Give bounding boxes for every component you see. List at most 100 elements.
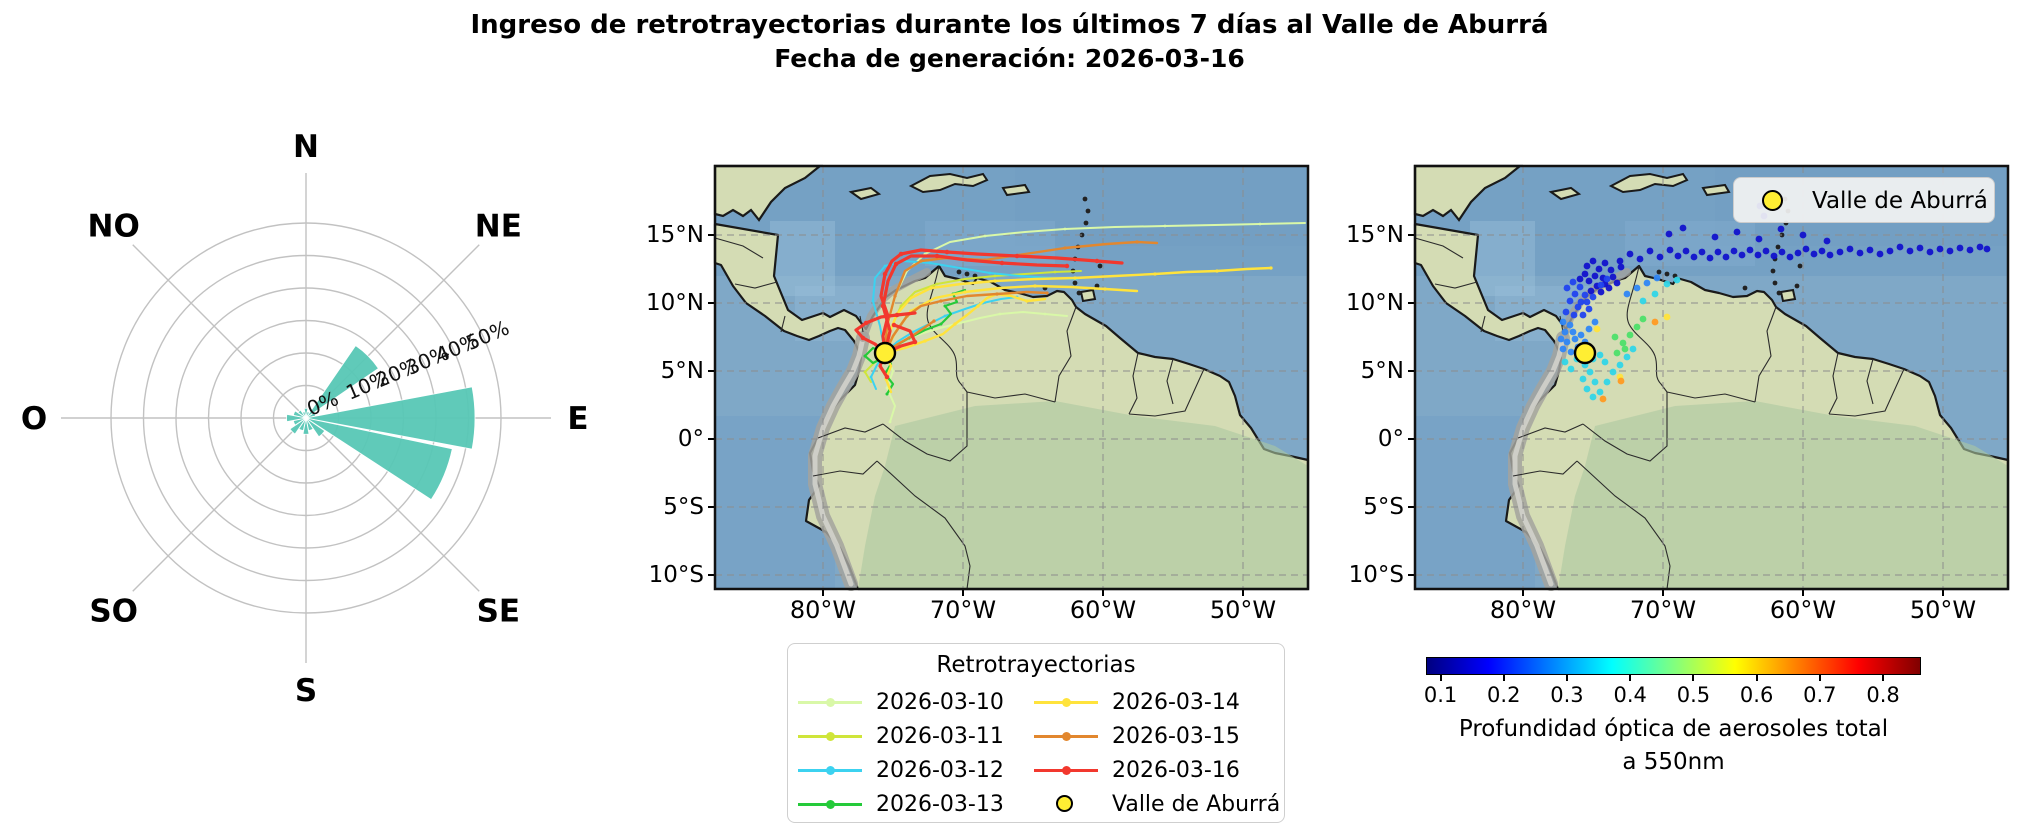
- island-dot: [1772, 280, 1778, 286]
- colorbar-tick: [1882, 675, 1885, 681]
- station-marker-icon: [1762, 190, 1783, 211]
- colorbar-tick-label: 0.4: [1613, 683, 1647, 707]
- windrose-dir-N: N: [293, 129, 319, 165]
- station-legend-label: Valle de Aburrá: [1812, 188, 1988, 214]
- island: [908, 172, 989, 194]
- trajectory-2026-03-14: [883, 266, 1273, 394]
- country-border: [1128, 368, 1205, 417]
- windrose-dir-S: S: [295, 673, 317, 709]
- island: [1779, 288, 1797, 303]
- windrose-bar-NO: [297, 409, 307, 419]
- country-border: [817, 423, 884, 439]
- windrose-dir-SO: SO: [89, 593, 138, 629]
- legend-line-marker: [1062, 766, 1071, 775]
- windrose-bar-O: [286, 413, 307, 423]
- country-border: [1828, 352, 1839, 415]
- country-border: [1166, 358, 1174, 405]
- coastline-yucatan: [713, 164, 824, 222]
- lat-tick-label: 5°N: [1360, 358, 1404, 384]
- windrose-ring-label: 50%: [462, 315, 512, 354]
- island-dot: [1770, 268, 1776, 274]
- colorbar-tick-label: 0.8: [1866, 683, 1900, 707]
- island-dot: [1082, 196, 1088, 202]
- legend-entry-2026-03-11: 2026-03-11: [798, 722, 1038, 752]
- gridlines: [715, 166, 1308, 589]
- lat-tick-label: 10°N: [646, 290, 704, 316]
- island: [1701, 183, 1731, 197]
- legend-entry-valle-de-aburrá: Valle de Aburrá: [1034, 790, 1280, 820]
- valle-de-aburra-marker: [1573, 341, 1597, 365]
- colorbar-tick: [1502, 675, 1505, 681]
- colorbar-tick-label: 0.5: [1676, 683, 1711, 707]
- island-dot: [1094, 283, 1100, 289]
- lat-tick-label: 10°N: [1346, 290, 1404, 316]
- country-border: [1582, 392, 1668, 462]
- figure-title: Ingreso de retrotrayectorias durante los…: [470, 10, 1549, 40]
- lon-tick-label: 70°W: [1629, 596, 1697, 624]
- windrose-dir-O: O: [21, 401, 47, 437]
- island: [1001, 183, 1031, 197]
- colorbar-tick-label: 0.7: [1803, 683, 1837, 707]
- legend-line-marker: [826, 698, 835, 707]
- trajectory-map-panel: [708, 164, 1310, 596]
- island-dot: [1097, 263, 1103, 269]
- windrose-bar-ESE: [305, 417, 453, 501]
- country-border: [1434, 281, 1478, 289]
- lat-tick-label: 10°S: [1348, 562, 1404, 588]
- aod-colorbar: [1426, 657, 1921, 675]
- lon-tick-label: 80°W: [789, 596, 857, 624]
- trajectory-legend-title: Retrotrayectorias: [936, 652, 1136, 678]
- legend-entry-2026-03-13: 2026-03-13: [798, 790, 1038, 820]
- island: [1548, 186, 1582, 201]
- legend-entry-2026-03-15: 2026-03-15: [1034, 722, 1274, 752]
- island-dot: [1664, 271, 1670, 277]
- coastline-yucatan: [1413, 164, 1524, 222]
- island-dot: [956, 269, 962, 275]
- country-border: [1054, 306, 1077, 403]
- country-border: [1512, 460, 1578, 477]
- country-border: [1666, 391, 1756, 403]
- windrose-dir-NE: NE: [475, 209, 522, 245]
- windrose-dir-E: E: [567, 401, 588, 437]
- legend-entry-label: 2026-03-10: [876, 690, 1004, 715]
- basemap: [1413, 164, 2010, 591]
- map-frame: [1413, 164, 2010, 591]
- trajectory-2026-03-16: [854, 248, 1124, 380]
- windrose-dir-SE: SE: [477, 593, 521, 629]
- island-dot: [1776, 290, 1782, 296]
- country-border: [1517, 423, 1584, 439]
- legend-line-marker: [1062, 732, 1071, 741]
- windrose-bar-SO: [289, 417, 307, 435]
- country-border: [714, 237, 764, 259]
- island-dot: [1076, 290, 1082, 296]
- island-dot: [1072, 280, 1078, 286]
- aod-colorbar-label-line2: a 550nm: [1622, 749, 1725, 775]
- lat-tick-label: 15°N: [1346, 222, 1404, 248]
- colorbar-tick: [1439, 675, 1442, 681]
- island-dot: [1794, 283, 1800, 289]
- windrose-bar-E: [305, 386, 476, 450]
- lon-tick-label: 50°W: [1909, 596, 1977, 624]
- island-dot: [1797, 263, 1803, 269]
- island-dot: [964, 271, 970, 277]
- colorbar-tick: [1692, 675, 1695, 681]
- lat-tick-label: 5°S: [663, 494, 704, 520]
- lat-tick-label: 10°S: [648, 562, 704, 588]
- lon-tick-label: 60°W: [1769, 596, 1837, 624]
- lat-tick-label: 5°N: [660, 358, 704, 384]
- windrose-bar-SE: [305, 417, 326, 438]
- windrose-bar-NNO: [301, 411, 307, 419]
- lat-tick-label: 15°N: [646, 222, 704, 248]
- colorbar-tick-label: 0.1: [1423, 683, 1458, 707]
- windrose-direction-labels: N NE E SE S SO O NO: [21, 129, 589, 709]
- country-border: [734, 281, 778, 289]
- colorbar-tick-label: 0.3: [1550, 683, 1584, 707]
- valle-de-aburra-marker: [873, 341, 897, 365]
- legend-line-marker: [826, 732, 835, 741]
- country-border: [882, 392, 968, 462]
- country-border: [1128, 352, 1139, 415]
- country-border: [876, 460, 971, 590]
- legend-entry-2026-03-12: 2026-03-12: [798, 756, 1038, 786]
- country-border: [1576, 460, 1671, 590]
